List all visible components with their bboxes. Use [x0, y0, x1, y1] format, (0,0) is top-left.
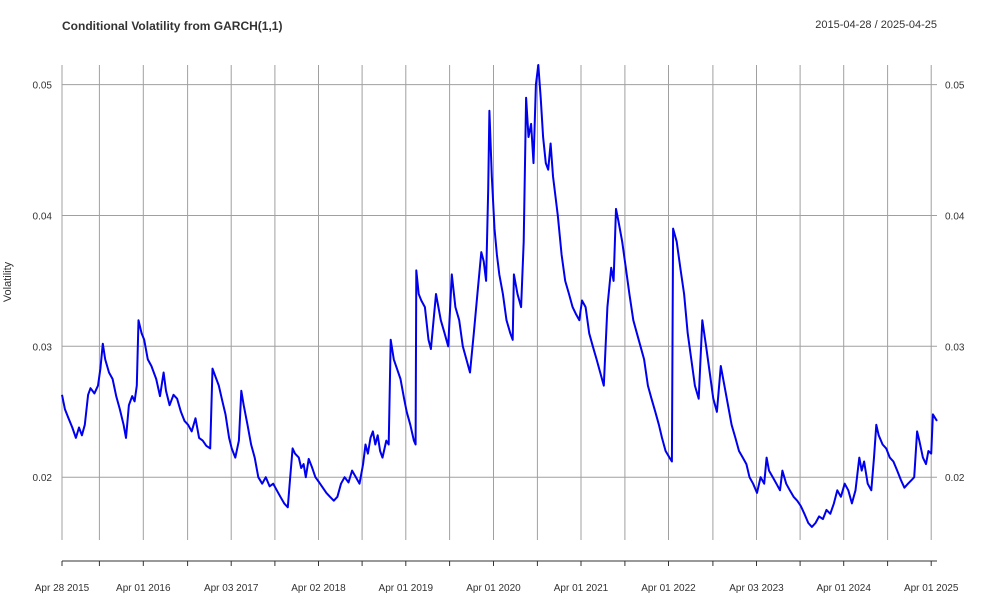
x-tick-label: Apr 01 2021	[554, 583, 609, 594]
x-tick-label: Apr 01 2016	[116, 583, 171, 594]
y-axis-label: Volatility	[2, 261, 14, 302]
x-tick-label: Apr 03 2017	[204, 583, 259, 594]
x-tick-label: Apr 01 2019	[379, 583, 434, 594]
chart-title: Conditional Volatility from GARCH(1,1)	[62, 19, 283, 33]
x-tick-label: Apr 28 2015	[35, 583, 90, 594]
x-tick-label: Apr 01 2022	[641, 583, 696, 594]
x-tick-label: Apr 03 2023	[729, 583, 784, 594]
y-tick-label-right: 0.02	[945, 473, 965, 484]
x-tick-label: Apr 02 2018	[291, 583, 346, 594]
date-range: 2015-04-28 / 2025-04-25	[815, 19, 937, 31]
y-tick-label-left: 0.04	[33, 212, 53, 223]
volatility-series-line	[61, 64, 938, 528]
x-tick-label: Apr 01 2020	[466, 583, 521, 594]
y-tick-label-right: 0.04	[945, 212, 965, 223]
y-tick-label-left: 0.05	[33, 81, 53, 92]
x-tick-label: Apr 01 2024	[816, 583, 871, 594]
y-tick-label-right: 0.05	[945, 81, 965, 92]
y-tick-label-left: 0.03	[33, 342, 53, 353]
y-tick-label-left: 0.02	[33, 473, 53, 484]
x-tick-label: Apr 01 2025	[904, 583, 959, 594]
y-tick-label-right: 0.03	[945, 342, 965, 353]
